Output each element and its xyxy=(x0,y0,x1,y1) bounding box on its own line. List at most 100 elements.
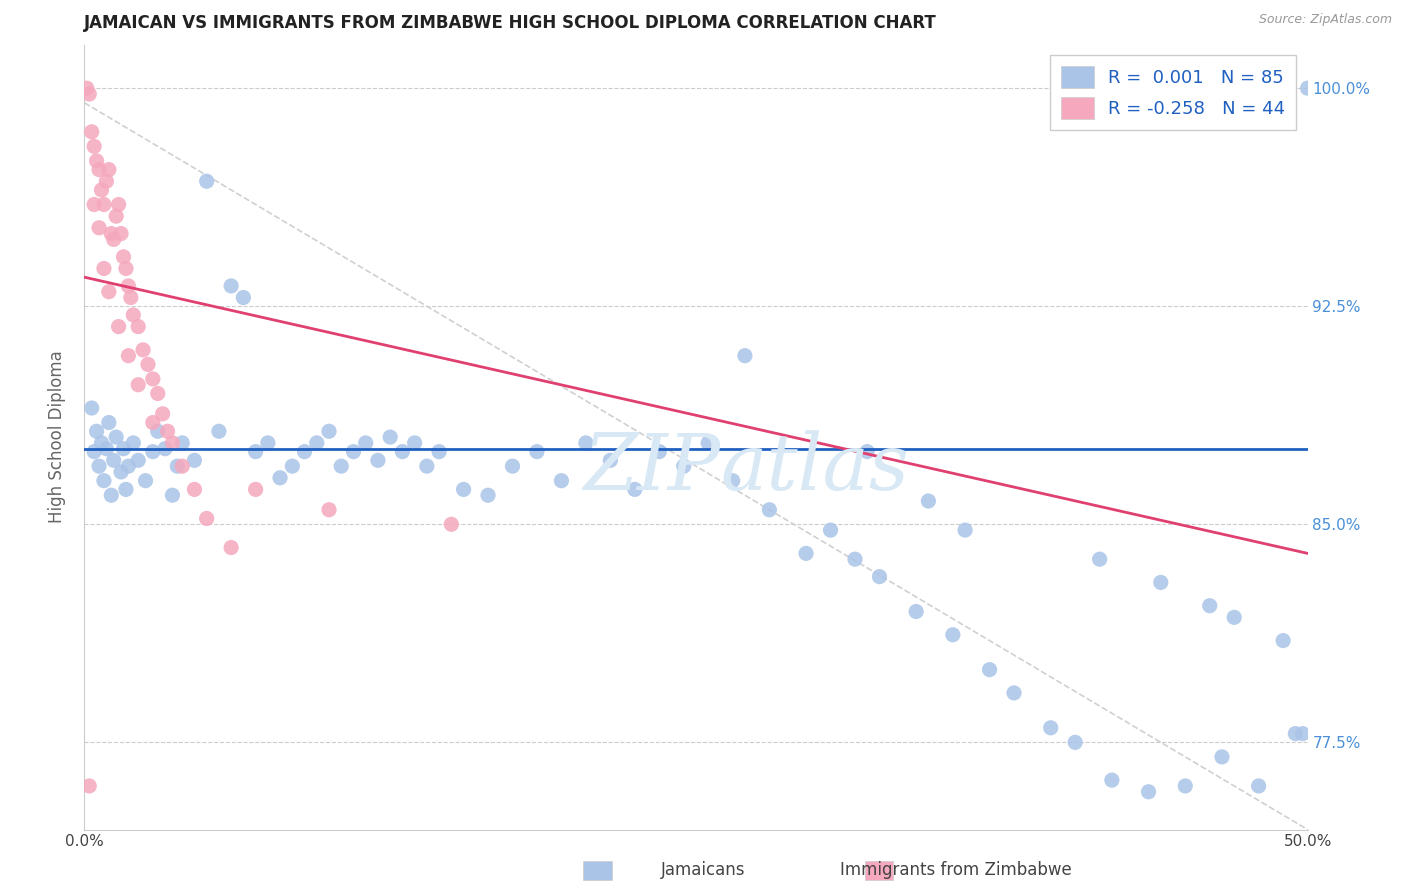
Point xyxy=(90,183,112,197)
Point xyxy=(103,232,125,246)
Point xyxy=(195,511,218,525)
Point xyxy=(1039,721,1062,735)
Point xyxy=(76,81,98,95)
Point xyxy=(172,459,194,474)
Point xyxy=(1296,81,1319,95)
Point xyxy=(110,227,132,241)
Point xyxy=(156,424,179,438)
Point xyxy=(416,459,439,474)
Point xyxy=(183,453,205,467)
Point xyxy=(354,436,377,450)
Point xyxy=(87,220,110,235)
Point xyxy=(112,442,135,456)
Point xyxy=(1211,750,1233,764)
Text: Source: ZipAtlas.com: Source: ZipAtlas.com xyxy=(1258,13,1392,27)
Point xyxy=(107,197,129,211)
Point xyxy=(380,430,402,444)
Point xyxy=(942,628,965,642)
Legend: R =  0.001   N = 85, R = -0.258   N = 44: R = 0.001 N = 85, R = -0.258 N = 44 xyxy=(1050,55,1296,130)
Point xyxy=(97,285,120,299)
Point xyxy=(93,197,115,211)
Text: Jamaicans: Jamaicans xyxy=(661,861,745,879)
Point xyxy=(1272,633,1295,648)
Point xyxy=(721,474,744,488)
Point xyxy=(427,444,450,458)
Point xyxy=(1223,610,1246,624)
Point xyxy=(97,416,120,430)
Point xyxy=(734,349,756,363)
Point xyxy=(117,279,139,293)
Point xyxy=(856,444,879,458)
Point xyxy=(142,416,165,430)
Point xyxy=(135,474,157,488)
Point xyxy=(136,358,159,372)
Point xyxy=(127,319,149,334)
Point xyxy=(122,436,145,450)
Point xyxy=(342,444,364,458)
Point xyxy=(77,779,100,793)
Point xyxy=(453,483,475,497)
Point xyxy=(172,436,194,450)
Text: atlas: atlas xyxy=(720,430,910,507)
Point xyxy=(162,488,184,502)
Point xyxy=(115,483,138,497)
Point xyxy=(269,471,291,485)
Point xyxy=(86,424,108,438)
Point xyxy=(83,444,105,458)
Point xyxy=(105,209,128,223)
Point xyxy=(117,349,139,363)
Point xyxy=(127,377,149,392)
Point xyxy=(391,444,413,458)
Point xyxy=(979,663,1001,677)
Point xyxy=(648,444,671,458)
Point xyxy=(93,261,115,276)
Point xyxy=(281,459,304,474)
Point xyxy=(97,162,120,177)
Point xyxy=(440,517,463,532)
Text: Immigrants from Zimbabwe: Immigrants from Zimbabwe xyxy=(841,861,1071,879)
Point xyxy=(599,453,621,467)
Point xyxy=(1150,575,1173,590)
Point xyxy=(1292,726,1315,740)
Point xyxy=(83,139,105,153)
Point xyxy=(115,261,138,276)
Point xyxy=(132,343,155,357)
Y-axis label: High School Diploma: High School Diploma xyxy=(48,351,66,524)
Point xyxy=(1198,599,1220,613)
Point xyxy=(758,502,780,516)
Point xyxy=(105,430,128,444)
Point xyxy=(1088,552,1111,566)
Point xyxy=(1002,686,1025,700)
Point xyxy=(869,569,891,583)
Point xyxy=(550,474,572,488)
Point xyxy=(80,401,103,415)
Point xyxy=(96,442,118,456)
Point xyxy=(77,87,100,101)
Text: JAMAICAN VS IMMIGRANTS FROM ZIMBABWE HIGH SCHOOL DIPLOMA CORRELATION CHART: JAMAICAN VS IMMIGRANTS FROM ZIMBABWE HIG… xyxy=(84,14,938,32)
Point xyxy=(87,459,110,474)
Point xyxy=(183,483,205,497)
Point xyxy=(162,436,184,450)
Point xyxy=(1101,773,1123,788)
Point xyxy=(153,442,176,456)
Point xyxy=(100,488,122,502)
Point xyxy=(146,424,169,438)
Point xyxy=(80,125,103,139)
Point xyxy=(100,227,122,241)
Point xyxy=(112,250,135,264)
Point xyxy=(107,319,129,334)
Point xyxy=(142,372,165,386)
Point xyxy=(844,552,866,566)
Point xyxy=(83,197,105,211)
Point xyxy=(575,436,598,450)
Point xyxy=(367,453,389,467)
Point xyxy=(96,174,118,188)
Point xyxy=(294,444,316,458)
Point xyxy=(110,465,132,479)
Point xyxy=(117,459,139,474)
Point xyxy=(93,474,115,488)
Point xyxy=(232,291,254,305)
Point xyxy=(1247,779,1270,793)
Point xyxy=(330,459,353,474)
Point xyxy=(318,502,340,516)
